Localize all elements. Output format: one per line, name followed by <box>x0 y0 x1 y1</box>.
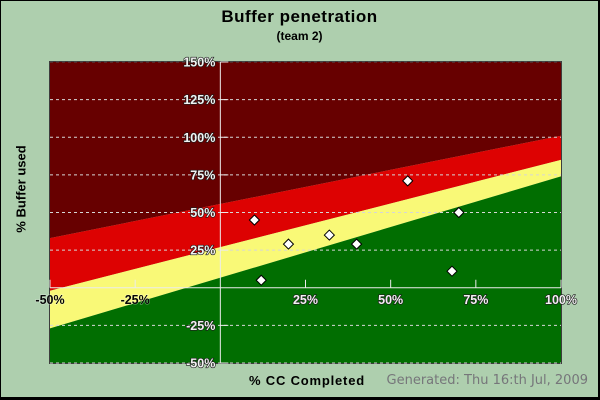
data-point-diamond <box>350 238 363 250</box>
y-tick-label: 100% <box>183 131 215 145</box>
data-point-diamond <box>453 206 465 219</box>
zone-dark-red <box>50 62 561 239</box>
data-point-diamond <box>248 214 261 226</box>
x-tick-label: 25% <box>293 293 318 307</box>
y-tick-label: 150% <box>183 56 215 70</box>
x-tick-label: 50% <box>378 293 403 307</box>
y-tick-label: 125% <box>183 93 215 107</box>
data-point-diamond <box>401 175 414 187</box>
generated-timestamp: Generated: Thu 16:th Jul, 2009 <box>386 373 588 388</box>
x-tick-label: -50% <box>35 293 64 307</box>
zone-red <box>50 135 561 291</box>
x-tick-label: 100% <box>545 293 577 307</box>
x-tick-label: -25% <box>121 293 150 307</box>
y-tick-label: 50% <box>190 206 215 220</box>
x-axis-title: % CC Completed <box>249 373 365 388</box>
plot-area: 150% 125% 100% 75% 50% 25% -25% -50% -50% -25% 25%… <box>35 55 578 371</box>
data-point-diamond <box>446 265 458 277</box>
data-point-diamond <box>282 238 295 250</box>
data-point-diamond <box>255 274 267 286</box>
y-tick-label: 25% <box>190 244 215 258</box>
zone-yellow <box>50 159 561 329</box>
y-tick-label: 75% <box>190 168 215 182</box>
zone-green <box>50 176 561 363</box>
data-point-diamond <box>323 229 336 241</box>
fever-chart-canvas: 150% 125% 100% 75% 50% 25% -25% -50% -50% -25% 25%… <box>35 55 578 371</box>
y-axis-title: % Buffer used <box>13 145 29 233</box>
x-tick-label: 75% <box>463 293 488 307</box>
chart-title: Buffer penetration <box>221 7 378 26</box>
y-tick-label: -50% <box>186 357 215 371</box>
chart-subtitle: (team 2) <box>276 29 323 43</box>
y-tick-label: -25% <box>186 319 215 333</box>
